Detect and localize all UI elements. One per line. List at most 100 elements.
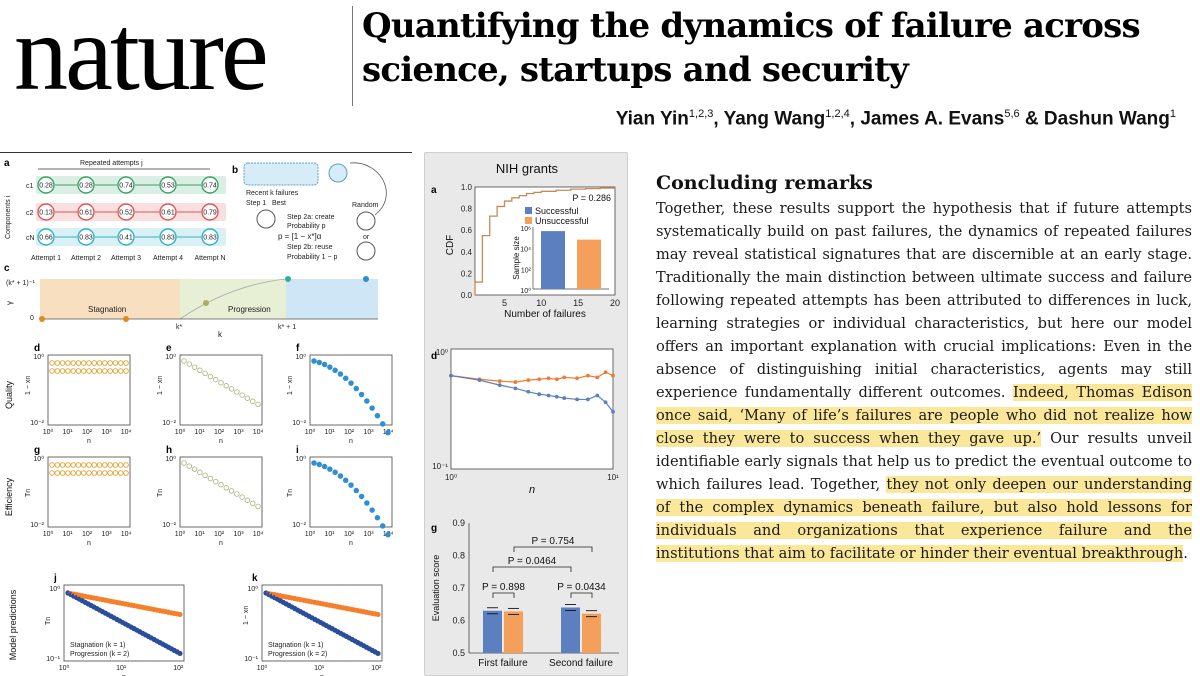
d-point bbox=[546, 376, 551, 381]
data-point bbox=[337, 371, 344, 377]
data-point bbox=[80, 368, 87, 374]
panel-a-header: Repeated attempts j bbox=[80, 160, 143, 167]
data-point bbox=[117, 368, 124, 374]
data-point bbox=[218, 481, 224, 488]
data-point bbox=[385, 429, 391, 436]
figure-title: NIH grants bbox=[496, 161, 559, 176]
data-point bbox=[91, 360, 98, 366]
c-point bbox=[203, 300, 209, 306]
data-point bbox=[212, 478, 219, 485]
prob-p-label: Probability p bbox=[287, 223, 326, 230]
d-point bbox=[497, 383, 502, 388]
random-label: Random bbox=[352, 202, 379, 209]
bulb-icon bbox=[37, 228, 55, 246]
c-ylabel: γ bbox=[5, 301, 14, 305]
xtick: 10⁴ bbox=[253, 429, 264, 436]
xtick: 10¹ bbox=[62, 429, 73, 436]
subplot-ylabel: 1 − xn bbox=[243, 606, 250, 625]
data-point bbox=[75, 462, 82, 468]
subplot-ylabel: 1 − xn bbox=[157, 376, 164, 395]
ytick: 10⁰ bbox=[33, 353, 44, 361]
data-point bbox=[49, 462, 55, 468]
xtick: 10¹ bbox=[194, 429, 205, 436]
data-point bbox=[65, 470, 71, 476]
step1-label: Step 1 bbox=[246, 200, 266, 207]
data-point bbox=[244, 395, 251, 401]
data-point bbox=[337, 473, 344, 479]
evaluation-bar bbox=[483, 610, 502, 653]
data-point bbox=[65, 462, 71, 468]
data-point bbox=[70, 360, 76, 366]
data-point bbox=[379, 523, 386, 529]
author-affiliation: 1,2,4 bbox=[825, 108, 850, 120]
xtick: 10⁰ bbox=[257, 664, 268, 672]
data-point bbox=[91, 462, 98, 468]
data-point bbox=[311, 460, 317, 466]
data-point bbox=[59, 360, 66, 366]
inset-bar-successful bbox=[541, 231, 565, 289]
xlabel: n bbox=[219, 540, 223, 547]
data-point bbox=[123, 360, 129, 366]
panel-label: j bbox=[53, 573, 57, 584]
data-point bbox=[112, 462, 119, 468]
p-value: P = 0.0434 bbox=[557, 582, 606, 593]
data-point bbox=[49, 470, 55, 476]
d-point bbox=[562, 375, 567, 380]
subplot-ylabel: Tn bbox=[25, 489, 32, 497]
attempt-label: Attempt 1 bbox=[31, 255, 61, 262]
data-point bbox=[54, 360, 61, 366]
category-label: Second failure bbox=[549, 658, 613, 669]
progression-point bbox=[375, 650, 381, 657]
xtick: 10² bbox=[82, 429, 93, 436]
inset-ytick: 10⁶ bbox=[520, 226, 531, 233]
data-point bbox=[218, 379, 224, 386]
paragraph-text: Our results unveil identifiable early si… bbox=[656, 430, 1193, 493]
ylabel: Evaluation score bbox=[431, 555, 441, 622]
data-point bbox=[255, 503, 261, 510]
d-point bbox=[449, 373, 453, 378]
stagnation-point bbox=[375, 611, 381, 618]
data-point bbox=[364, 500, 370, 506]
component-value: 0.61 bbox=[79, 210, 93, 217]
data-point bbox=[112, 368, 119, 374]
data-point bbox=[70, 462, 76, 468]
ytick: 10⁻² bbox=[162, 522, 176, 529]
d-point bbox=[586, 373, 590, 378]
p-value: P = 0.754 bbox=[532, 536, 575, 547]
xtick: 10² bbox=[173, 665, 184, 672]
xtick: 10¹ bbox=[62, 531, 73, 538]
ytick: 0.0 bbox=[461, 291, 473, 300]
author-affiliation: 1 bbox=[1169, 108, 1176, 120]
d-point bbox=[497, 379, 502, 384]
nih-figure-svg: NIH grants a 0.0 0.2 0.4 0.6 0.8 1.0 5 10 15 20 Numb… bbox=[431, 161, 620, 669]
ytick: 10⁰ bbox=[436, 348, 448, 357]
xtick: 10⁴ bbox=[121, 531, 132, 538]
data-point bbox=[96, 462, 103, 468]
prob-1p-label: Probability 1 − p bbox=[287, 254, 337, 261]
row-label: c1 bbox=[26, 183, 34, 190]
panel-label: i bbox=[296, 445, 299, 456]
data-point bbox=[80, 462, 87, 468]
data-point bbox=[327, 364, 333, 370]
data-point bbox=[181, 460, 187, 466]
attempt-label: Attempt 2 bbox=[71, 255, 101, 262]
step2b-label: Step 2b: reuse bbox=[287, 244, 333, 251]
data-point bbox=[249, 398, 256, 405]
data-point bbox=[80, 360, 87, 366]
ytick: 10⁰ bbox=[295, 353, 306, 361]
data-point bbox=[364, 398, 370, 404]
data-point bbox=[332, 469, 338, 476]
ytick: 0.6 bbox=[461, 226, 473, 235]
data-point bbox=[107, 462, 113, 468]
row-ylabel: Model predictions bbox=[8, 589, 18, 660]
data-point bbox=[65, 368, 71, 374]
cdf-step-line bbox=[474, 187, 616, 295]
evaluation-bar bbox=[582, 613, 601, 653]
bulb-icon bbox=[37, 176, 55, 194]
xtick: 10¹ bbox=[607, 473, 619, 482]
d-point bbox=[611, 409, 615, 414]
xtick: 10² bbox=[344, 531, 355, 538]
d-point bbox=[603, 370, 608, 375]
xtick: 10⁰ bbox=[43, 530, 54, 538]
c-point bbox=[363, 276, 369, 282]
